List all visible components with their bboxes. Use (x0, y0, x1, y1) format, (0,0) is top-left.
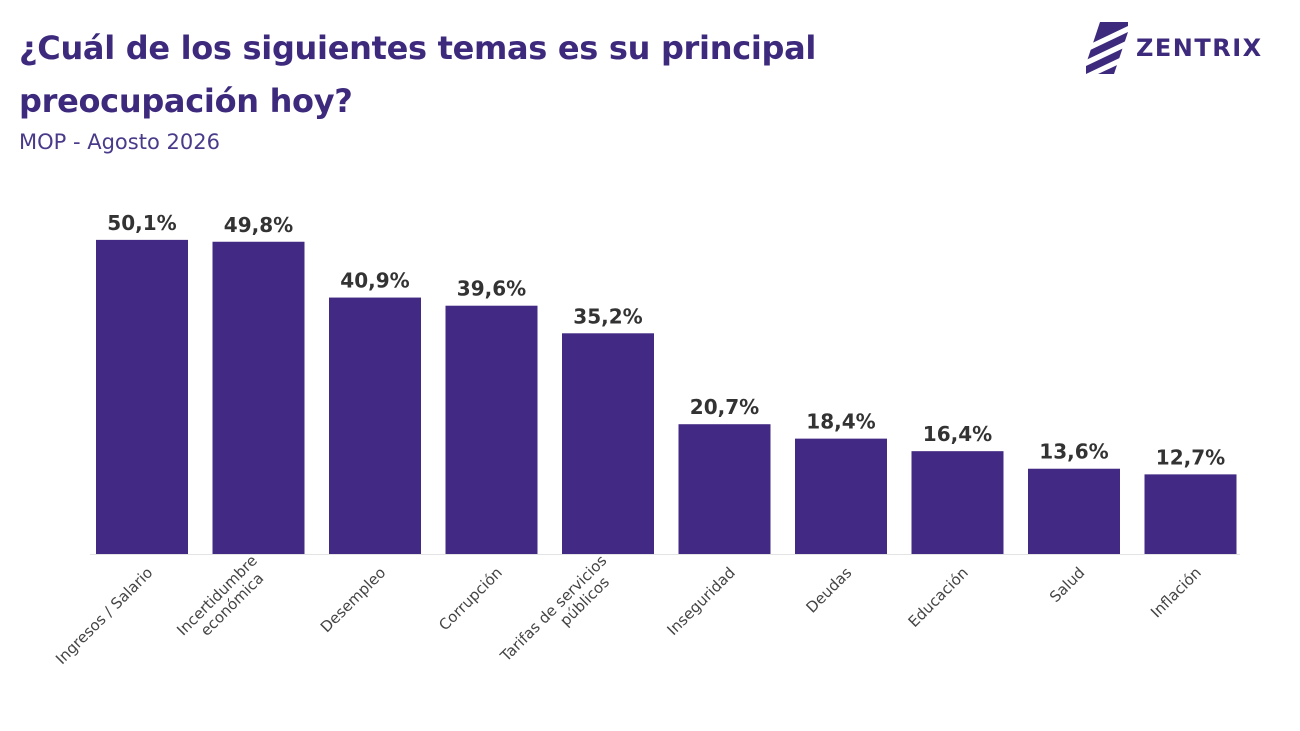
value-label-1: 49,8% (224, 213, 293, 237)
category-label-line: Ingresos / Salario (52, 564, 156, 668)
category-label-line: Inflación (1147, 564, 1205, 622)
category-label-line: Salud (1046, 564, 1088, 606)
value-label-7: 16,4% (923, 422, 992, 446)
category-label-6: Deudas (802, 564, 855, 617)
category-label-2: Desempleo (317, 564, 390, 637)
bar-4 (562, 333, 654, 554)
value-label-2: 40,9% (340, 269, 409, 293)
category-label-line: Deudas (802, 564, 855, 617)
category-label-line: Desempleo (317, 564, 390, 637)
zentrix-stripes-icon (1086, 22, 1128, 74)
category-label-line: Educación (905, 564, 972, 631)
chart-subtitle: MOP - Agosto 2026 (19, 130, 220, 154)
value-label-6: 18,4% (806, 410, 875, 434)
bar-7 (911, 451, 1004, 554)
bar-3 (445, 305, 538, 554)
bar-5 (678, 424, 771, 554)
value-label-8: 13,6% (1039, 440, 1108, 464)
category-label-5: Inseguridad (664, 564, 739, 639)
category-label-0: Ingresos / Salario (52, 564, 156, 668)
brand-logo: ZENTRIX (1086, 22, 1263, 74)
bar-9 (1144, 474, 1237, 554)
bar-2 (329, 297, 421, 554)
bar-1 (212, 241, 305, 554)
value-label-9: 12,7% (1156, 445, 1225, 469)
category-label-4: Tarifas de serviciospúblicos (496, 551, 622, 677)
category-label-line: Inseguridad (664, 564, 739, 639)
category-label-8: Salud (1046, 564, 1088, 606)
category-label-line: Tarifas de servicios (496, 551, 610, 665)
bar-6 (795, 438, 887, 554)
category-label-7: Educación (905, 564, 972, 631)
bar-8 (1028, 468, 1120, 554)
category-label-3: Corrupción (435, 564, 506, 635)
category-label-line: Corrupción (435, 564, 506, 635)
category-label-9: Inflación (1147, 564, 1205, 622)
value-label-5: 20,7% (690, 395, 759, 419)
logo-wordmark: ZENTRIX (1136, 34, 1263, 62)
value-label-3: 39,6% (457, 277, 526, 301)
bar-0 (96, 239, 188, 555)
value-label-4: 35,2% (573, 304, 642, 328)
chart-title: ¿Cuál de los siguientes temas es su prin… (19, 29, 817, 120)
category-label-1: Incertidumbreeconómica (173, 552, 273, 652)
value-label-0: 50,1% (107, 211, 176, 235)
